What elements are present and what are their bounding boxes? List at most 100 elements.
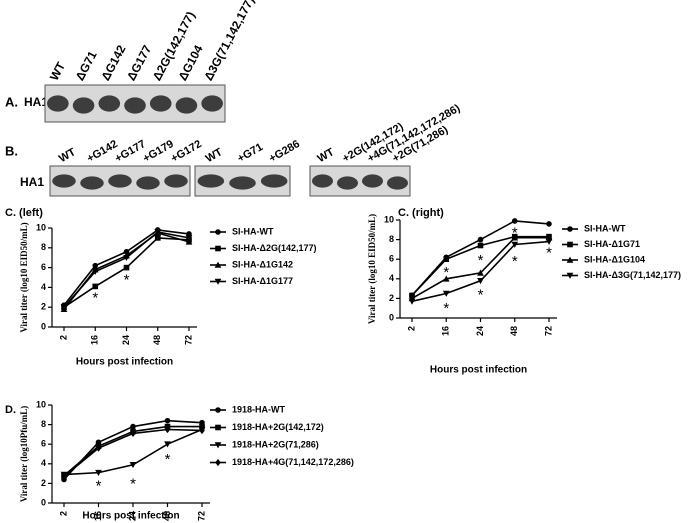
band — [229, 176, 256, 190]
marker — [164, 417, 171, 424]
y-tick-label: 2 — [41, 302, 46, 312]
marker — [477, 236, 484, 243]
marker — [511, 218, 518, 224]
band — [164, 174, 188, 188]
x-tick-label: 24 — [121, 335, 131, 345]
annotation: * — [443, 264, 449, 281]
legend-marker — [215, 229, 221, 235]
x-tick-label: 2 — [58, 511, 68, 516]
legend-marker — [215, 245, 221, 252]
legend-marker — [214, 442, 222, 449]
legend-marker — [215, 407, 221, 413]
panel-label: C. (right) — [398, 207, 444, 219]
band — [136, 176, 160, 190]
y-tick-label: 8 — [41, 419, 46, 429]
y-tick-label: 0 — [389, 312, 394, 322]
band — [124, 97, 146, 114]
panel-label: B. — [5, 143, 18, 158]
lane-label: +G142 — [85, 138, 120, 165]
y-tick-label: 8 — [41, 242, 46, 252]
x-tick-label: 48 — [509, 326, 519, 336]
legend-marker — [215, 424, 221, 431]
y-axis-label: Viral titer (log10 EID50/mL) — [367, 214, 377, 324]
row-label: HA1 — [20, 175, 44, 189]
marker — [199, 423, 205, 430]
annotation: * — [546, 244, 552, 261]
marker — [92, 283, 99, 290]
annotation: * — [96, 477, 102, 494]
band — [149, 95, 172, 112]
y-tick-label: 4 — [41, 282, 46, 292]
marker — [477, 269, 484, 276]
legend-label: SI-HA-WT — [232, 226, 274, 236]
band — [52, 174, 76, 188]
panel-label: A. — [5, 94, 18, 109]
legend-marker — [567, 226, 573, 232]
annotation: * — [512, 225, 518, 242]
x-tick-label: 72 — [183, 335, 193, 345]
legend-marker — [567, 241, 573, 248]
x-tick-label: 16 — [93, 511, 103, 521]
x-tick-label: 48 — [152, 335, 162, 345]
lane-label: +G177 — [113, 138, 148, 165]
x-axis-label: Hours post infection — [82, 511, 179, 522]
y-tick-label: 0 — [41, 321, 46, 331]
y-axis-label: Viral titer (log10Pfu/mL) — [19, 406, 29, 502]
lane-label: Δ3G(71,142,177) — [201, 0, 257, 83]
annotation: * — [92, 289, 98, 306]
marker — [95, 469, 102, 476]
marker — [545, 238, 553, 245]
x-tick-label: 24 — [475, 326, 485, 336]
legend-label: SI-HA-Δ2G(142,177) — [232, 243, 317, 253]
marker — [442, 275, 450, 282]
marker — [91, 268, 99, 275]
marker — [477, 277, 484, 285]
marker — [408, 298, 416, 305]
band — [337, 176, 358, 190]
y-tick-label: 4 — [389, 273, 394, 283]
lane-label: WT — [315, 146, 336, 165]
legend-label: 1918-HA-WT — [232, 404, 286, 414]
x-tick-label: 16 — [441, 326, 451, 336]
annotation: * — [165, 451, 171, 468]
band — [47, 95, 69, 112]
marker — [123, 254, 130, 262]
marker — [164, 441, 171, 448]
marker — [511, 241, 519, 248]
legend-label: 1918-HA+2G(71,286) — [232, 439, 319, 449]
lane-label: WT — [47, 59, 68, 83]
x-axis-label: Hours post infection — [76, 357, 173, 368]
marker — [477, 242, 484, 249]
lane-label: +G179 — [141, 138, 176, 165]
x-tick-label: 24 — [127, 511, 137, 521]
y-axis-label: Viral titer (log10 EID50/mL) — [19, 222, 29, 332]
band — [260, 174, 288, 188]
marker — [130, 429, 136, 438]
annotation: * — [130, 475, 136, 492]
marker — [61, 472, 67, 481]
marker — [123, 248, 130, 255]
panel-label: D. — [5, 404, 16, 416]
legend-marker — [566, 256, 574, 263]
lane-label: +G172 — [169, 138, 204, 165]
legend-label: 1918-HA+4G(71,142,172,286) — [232, 457, 354, 467]
marker — [154, 229, 162, 236]
band — [201, 95, 223, 112]
marker — [443, 256, 450, 262]
marker — [129, 461, 137, 469]
legend-label: SI-HA-Δ3G(71,142,177) — [584, 270, 681, 280]
x-tick-label: 2 — [58, 335, 68, 340]
x-tick-label: 16 — [90, 335, 100, 345]
marker — [95, 444, 102, 452]
marker — [130, 423, 136, 430]
marker — [546, 221, 552, 227]
legend-label: SI-HA-Δ1G104 — [584, 254, 645, 264]
marker — [154, 235, 161, 241]
x-tick-label: 48 — [162, 511, 172, 521]
y-tick-label: 10 — [36, 222, 46, 232]
legend-label: SI-HA-Δ1G142 — [232, 259, 293, 269]
lane-label: ΔG71 — [73, 48, 100, 83]
band — [175, 97, 198, 114]
